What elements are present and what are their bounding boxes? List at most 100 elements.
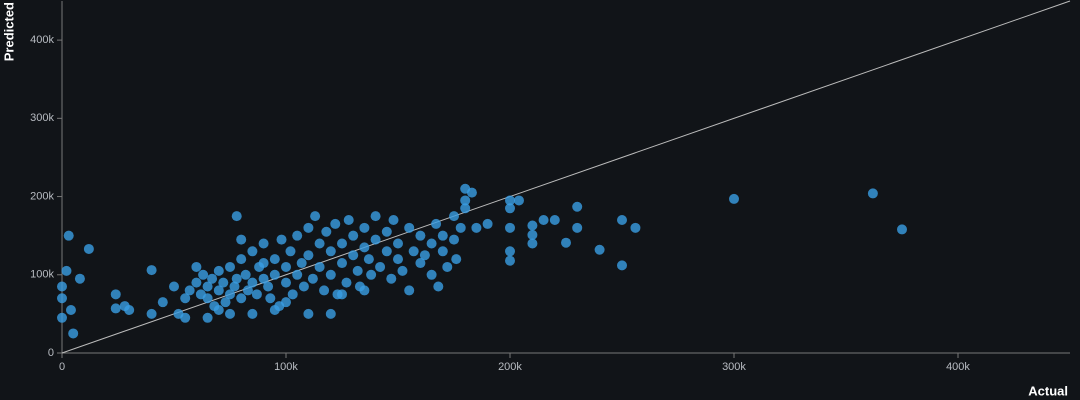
point [269, 254, 280, 265]
point [225, 289, 235, 300]
point [287, 289, 298, 300]
point [198, 269, 209, 280]
point [381, 246, 392, 257]
point [269, 304, 280, 315]
point [61, 265, 72, 276]
point [370, 211, 381, 222]
x-tick-label: 200k [498, 361, 522, 373]
point [594, 244, 605, 255]
point [359, 222, 370, 233]
point [63, 230, 74, 241]
point [437, 246, 448, 257]
point [527, 229, 538, 240]
point [220, 297, 231, 308]
y-tick-label: 200k [30, 190, 54, 202]
point [449, 234, 459, 245]
point [218, 277, 229, 288]
point [431, 218, 442, 229]
point [393, 238, 403, 249]
point [319, 285, 330, 296]
point [363, 254, 374, 265]
point [415, 230, 426, 241]
point [229, 281, 240, 292]
point [897, 224, 907, 235]
point [381, 226, 392, 237]
point [303, 222, 314, 233]
x-tick-label: 300k [722, 361, 746, 373]
point [314, 238, 325, 249]
point [314, 261, 325, 272]
point [307, 273, 318, 284]
point [341, 277, 352, 288]
point [180, 312, 191, 323]
point [258, 273, 269, 284]
point [337, 258, 347, 269]
point [269, 269, 280, 280]
point [460, 195, 471, 206]
point [180, 293, 191, 304]
point [247, 246, 258, 257]
point [505, 203, 515, 214]
point [247, 308, 258, 319]
point [455, 222, 466, 233]
point [325, 308, 336, 319]
point [482, 218, 493, 229]
point [359, 242, 370, 253]
point [419, 250, 430, 261]
point [513, 195, 524, 206]
point [352, 265, 363, 276]
point [247, 277, 258, 288]
point [404, 285, 415, 296]
point [242, 285, 253, 296]
point [276, 234, 287, 245]
point [867, 188, 878, 199]
x-axis-label: Actual [1028, 383, 1068, 398]
point [285, 246, 296, 257]
point [202, 293, 213, 304]
point [236, 254, 247, 265]
point [337, 238, 347, 249]
point [330, 218, 341, 229]
point [729, 193, 739, 204]
point [325, 246, 336, 257]
point [321, 226, 332, 237]
point [348, 250, 359, 261]
point [57, 281, 67, 292]
point [527, 238, 538, 249]
point [207, 273, 218, 284]
point [630, 222, 641, 233]
point [370, 234, 381, 245]
point [110, 303, 121, 314]
point [303, 308, 314, 319]
point [337, 289, 347, 300]
y-tick-label: 400k [30, 34, 54, 46]
point [348, 230, 359, 241]
point [251, 289, 262, 300]
point [146, 265, 157, 276]
point [572, 201, 583, 212]
point [213, 265, 224, 276]
point [561, 237, 571, 248]
y-tick-label: 300k [30, 112, 54, 124]
point [343, 215, 354, 226]
point [442, 261, 453, 272]
point [426, 238, 437, 249]
point [231, 211, 242, 222]
point [549, 215, 560, 226]
point [538, 215, 549, 226]
point [57, 293, 67, 304]
point [292, 269, 303, 280]
point [404, 222, 415, 233]
point [146, 308, 157, 319]
point [296, 258, 307, 269]
point [386, 273, 397, 284]
point [225, 308, 235, 319]
point [449, 211, 459, 222]
point [74, 273, 85, 284]
point [359, 285, 370, 296]
point [451, 254, 462, 265]
point [375, 261, 386, 272]
point [124, 304, 135, 315]
